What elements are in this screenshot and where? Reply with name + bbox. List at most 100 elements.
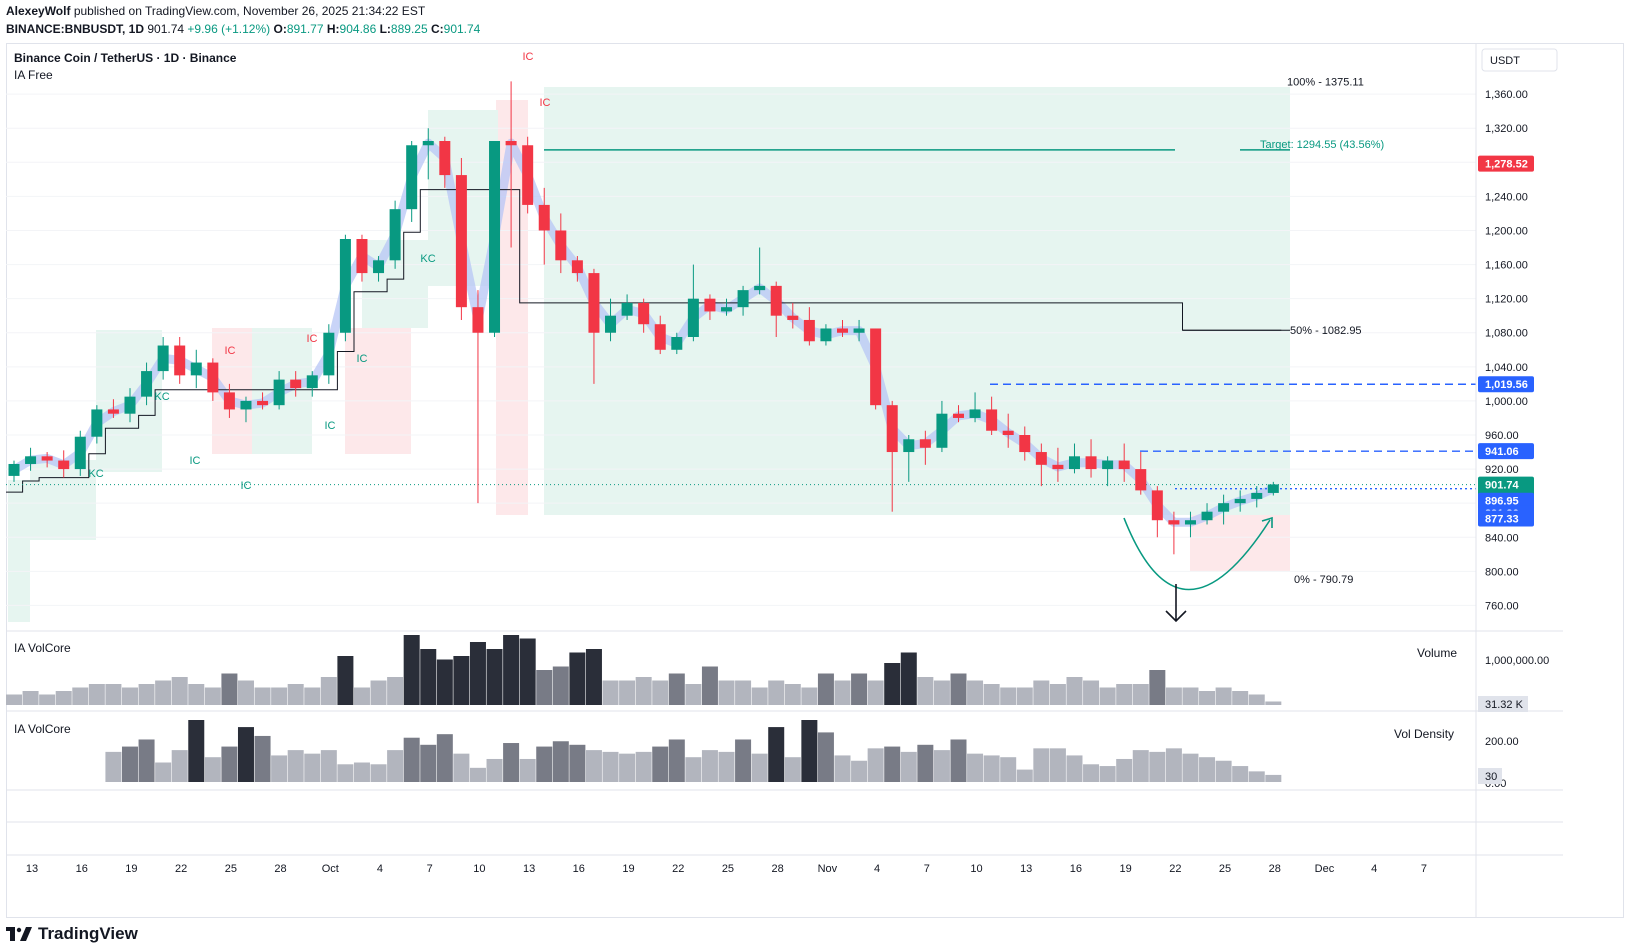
price-tick-14: 800.00 (1485, 566, 1519, 578)
time-tick-0: 13 (26, 863, 38, 875)
volume-bar-13 (221, 673, 238, 705)
density-bar-19 (320, 750, 337, 782)
volume-pane-name[interactable]: IA VolCore (14, 641, 71, 655)
candle-body-4 (74, 436, 86, 470)
density-bar-69 (1149, 751, 1166, 782)
density-pane-name[interactable]: IA VolCore (14, 722, 71, 736)
volume-bar-52 (867, 680, 884, 705)
publisher-name[interactable]: AlexeyWolf (6, 4, 71, 18)
density-bar-15 (254, 735, 271, 782)
candle-body-56 (936, 413, 948, 448)
time-tick-11: 16 (573, 863, 585, 875)
volume-bar-0 (6, 694, 22, 705)
density-bar-21 (353, 762, 370, 782)
candle-body-31 (522, 145, 534, 205)
density-bar-53 (884, 746, 901, 782)
candle-body-30 (505, 141, 517, 146)
volume-bar-73 (1215, 687, 1232, 705)
density-badge-text: 30 (1485, 771, 1497, 783)
volume-bar-50 (834, 680, 851, 705)
gridlines (6, 93, 1476, 606)
candle-body-1 (25, 456, 37, 464)
last-price: 901.74 (147, 22, 185, 36)
density-bar-40 (668, 739, 685, 782)
volume-bar-22 (370, 680, 387, 705)
density-bar-63 (1049, 748, 1066, 782)
time-axis[interactable]: 13 16 19 22 25 28 Oct 4 7 10 13 16 19 22 25 28 Nov 4 7 10 13… (26, 863, 1427, 875)
volume-bar-4 (72, 687, 89, 705)
candle-body-15 (257, 400, 269, 406)
volume-bar-42 (701, 666, 718, 705)
volume-bar-8 (138, 684, 155, 705)
density-bar-41 (685, 757, 702, 782)
density-bar-34 (569, 744, 586, 782)
volume-bar-33 (552, 666, 569, 705)
time-tick-17: 4 (874, 863, 880, 875)
volume-bar-15 (254, 687, 271, 705)
volume-bar-47 (784, 684, 801, 705)
footer-brand[interactable]: TradingView (6, 924, 138, 944)
chart-frame (6, 43, 1624, 918)
volume-bar-21 (353, 687, 370, 705)
density-bar-62 (1033, 748, 1050, 782)
price-label-box-1 (1478, 376, 1534, 393)
annotation-8: KC (154, 391, 169, 403)
candle-body-52 (870, 328, 882, 406)
candle-body-27 (455, 175, 467, 308)
volume-bar-34 (569, 652, 586, 705)
time-tick-4: 25 (225, 863, 237, 875)
time-tick-27: 4 (1371, 863, 1377, 875)
time-tick-19: 10 (970, 863, 982, 875)
time-tick-28: 7 (1421, 863, 1427, 875)
density-bar-54 (900, 751, 917, 782)
candle-body-9 (157, 345, 169, 372)
density-bar-23 (387, 750, 404, 782)
candle-body-44 (737, 290, 749, 308)
chart-title: Binance Coin / TetherUS · 1D · Binance (14, 51, 237, 65)
indicator-label[interactable]: IA Free (14, 68, 53, 82)
volume-bar-43 (718, 680, 735, 705)
fib-level-label-2: 0% - 790.79 (1294, 574, 1353, 586)
candle-body-70 (1168, 520, 1180, 525)
volume-badge (1478, 696, 1528, 712)
volume-bar-57 (950, 673, 967, 705)
density-bar-66 (1099, 766, 1116, 782)
density-bar-42 (701, 750, 718, 782)
density-bar-38 (635, 751, 652, 782)
candle-body-71 (1184, 520, 1196, 525)
density-bar-29 (486, 758, 503, 782)
volume-bar-28 (469, 642, 486, 705)
candle-body-59 (986, 409, 998, 431)
density-bar-59 (983, 755, 1000, 782)
candle-body-57 (952, 413, 964, 418)
volume-bar-67 (1116, 684, 1133, 705)
projection-arrowhead (1261, 516, 1273, 528)
candle-body-42 (704, 298, 716, 312)
density-bar-25 (420, 744, 437, 782)
currency-box[interactable] (1481, 48, 1558, 72)
volume-bar-14 (237, 680, 254, 705)
annotation-5: IC (241, 480, 252, 492)
density-bar-6 (105, 751, 122, 782)
volume-bar-51 (851, 673, 868, 705)
candle-body-49 (820, 328, 832, 342)
time-tick-22: 19 (1119, 863, 1131, 875)
density-bar-48 (801, 720, 818, 782)
step-line-path (6, 189, 1282, 493)
volume-bar-46 (768, 680, 785, 705)
volume-bar-31 (519, 638, 536, 705)
candle-body-61 (1019, 435, 1031, 453)
volume-bar-53 (884, 663, 901, 705)
candle-body-51 (853, 328, 865, 333)
density-bar-22 (370, 764, 387, 782)
volume-bar-37 (619, 680, 636, 705)
candle-body-66 (1102, 460, 1114, 470)
price-tick-0: 1,360.00 (1485, 89, 1528, 101)
price-label-box-0 (1478, 155, 1534, 172)
volume-bar-24 (403, 635, 420, 705)
density-bar-45 (751, 753, 768, 782)
time-tick-5: 28 (274, 863, 286, 875)
density-bar-16 (271, 755, 288, 782)
price-tick-3: 1,240.00 (1485, 191, 1528, 203)
